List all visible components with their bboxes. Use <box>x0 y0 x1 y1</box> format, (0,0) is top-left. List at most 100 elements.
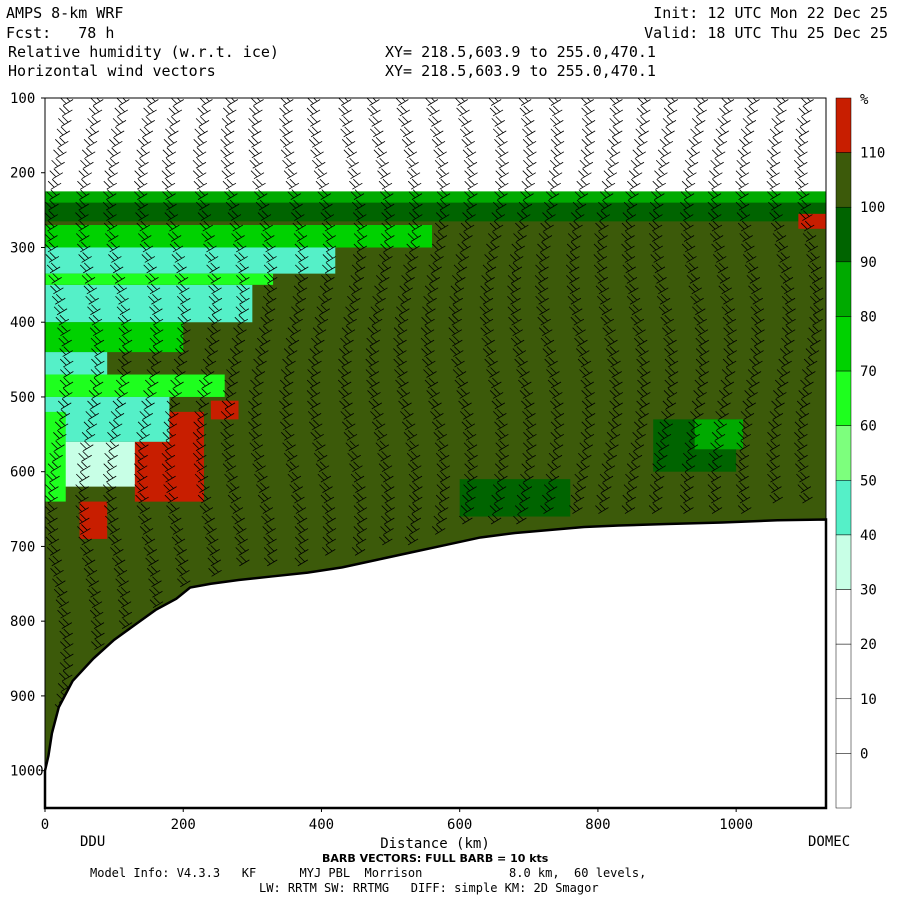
colorbar-level-label: 80 <box>860 309 877 325</box>
colorbar-swatch <box>835 698 852 754</box>
x-tick-label: 200 <box>171 817 196 833</box>
wind-barb-column <box>420 98 451 535</box>
plot-frame <box>44 97 827 809</box>
wind-barb-column <box>102 98 133 629</box>
colorbar-swatch <box>835 97 852 153</box>
wind-barb-column <box>479 98 509 525</box>
colorbar-swatch <box>835 152 852 208</box>
colorbar-level-label: 30 <box>860 583 877 599</box>
colorbar-swatch <box>835 370 852 426</box>
colorbar-level-label: 60 <box>860 419 877 435</box>
y-tick-label: 700 <box>10 539 35 555</box>
rh-region-100-110 <box>45 213 826 771</box>
colorbar-unit: % <box>860 92 869 108</box>
colorbar-swatch <box>835 261 852 317</box>
colorbar-swatch <box>835 589 852 645</box>
rh-region-60-70 <box>45 273 274 285</box>
rh-field <box>45 191 826 771</box>
rh-region-110+ <box>798 213 826 229</box>
y-tick-label: 500 <box>10 390 35 406</box>
rh-region-40-50 <box>45 247 336 274</box>
colorbar-swatch <box>835 425 852 481</box>
wind-barb-column <box>306 98 337 556</box>
wind-barb-column <box>679 98 710 514</box>
left-endpoint-label: DDU <box>80 834 105 850</box>
colorbar: 0 10 20 30 40 50 60 70 80 90 100 110 <box>835 97 885 809</box>
y-tick-label: 900 <box>10 689 35 705</box>
y-tick-label: 400 <box>10 315 35 331</box>
rh-region-60-70 <box>45 374 225 397</box>
cross-section-endpoints-1: XY= 218.5,603.9 to 255.0,470.1 <box>385 43 656 61</box>
colorbar-level-label: 90 <box>860 255 877 271</box>
wind-barb-column <box>161 98 192 588</box>
colorbar-swatch <box>835 316 852 372</box>
wind-barb-column <box>365 98 395 546</box>
colorbar-swatch <box>835 534 852 590</box>
x-axis: 0 200 400 600 800 1000 <box>41 808 753 833</box>
y-tick-label: 100 <box>10 91 35 107</box>
colorbar-level-label: 20 <box>860 637 877 653</box>
x-tick-label: 1000 <box>719 817 753 833</box>
terrain-profile <box>43 518 828 810</box>
x-tick-label: 800 <box>585 817 610 833</box>
wind-barb-column <box>793 98 824 504</box>
rh-region-40-50 <box>45 284 253 323</box>
right-endpoint-label: DOMEC <box>808 834 850 850</box>
wind-barb-column <box>133 98 164 609</box>
rh-region-40-50 <box>45 352 108 375</box>
wind-barb-column <box>593 98 624 514</box>
rh-region-60-70 <box>45 411 66 502</box>
field-label-wind: Horizontal wind vectors <box>8 62 216 80</box>
y-tick-label: 800 <box>10 614 35 630</box>
wind-barb-column <box>621 98 651 514</box>
wind-barb-column <box>735 98 765 514</box>
forecast-hour: Fcst: 78 h <box>6 24 115 42</box>
colorbar-swatch <box>835 643 852 700</box>
wind-barb-column <box>565 98 596 514</box>
rh-region-30-40 <box>58 441 142 487</box>
colorbar-level-label: 50 <box>860 473 877 489</box>
rh-region-90-100 <box>459 479 571 517</box>
valid-time: Valid: 18 UTC Thu 25 Dec 25 <box>644 24 888 42</box>
colorbar-level-label: 100 <box>860 200 885 216</box>
colorbar-level-label: 0 <box>860 746 868 762</box>
y-tick-label: 1000 <box>10 764 44 780</box>
y-tick-label: 300 <box>10 240 35 256</box>
barb-note: BARB VECTORS: FULL BARB = 10 kts <box>322 852 549 865</box>
wind-barb-column <box>507 98 537 525</box>
wind-barb-column <box>45 98 74 713</box>
wind-barb-column <box>648 98 679 514</box>
rh-region-70-80 <box>45 322 184 353</box>
y-tick-label: 600 <box>10 465 35 481</box>
colorbar-swatch <box>835 206 852 263</box>
wind-barb-column <box>75 98 105 650</box>
wind-barb-column <box>766 98 796 504</box>
x-tick-label: 400 <box>309 817 334 833</box>
wind-barb-column <box>220 98 250 567</box>
cross-section-endpoints-2: XY= 218.5,603.9 to 255.0,470.1 <box>385 62 656 80</box>
wind-barb-column <box>534 98 565 514</box>
wind-barb-column <box>707 98 738 514</box>
colorbar-swatch <box>835 753 852 809</box>
wind-barbs <box>45 98 824 713</box>
rh-region-70-80 <box>45 225 433 248</box>
y-axis: 100 200 300 400 500 600 700 800 900 1000 <box>10 91 45 780</box>
x-axis-label: Distance (km) <box>380 836 490 852</box>
wind-barb-column <box>337 98 368 556</box>
x-tick-label: 0 <box>41 817 49 833</box>
chart-title: AMPS 8-km WRF <box>6 4 124 22</box>
colorbar-level-label: 40 <box>860 528 877 544</box>
field-label-rh: Relative humidity (w.r.t. ice) <box>8 43 279 61</box>
colorbar-level-label: 70 <box>860 364 877 380</box>
wind-barb-column <box>279 98 309 567</box>
rh-region-80-90 <box>694 419 744 450</box>
y-tick-label: 200 <box>10 166 35 182</box>
wind-barb-column <box>393 98 423 546</box>
rh-region-90-100 <box>45 202 826 222</box>
model-info: Model Info: V4.3.3 KF MYJ PBL Morrison 8… <box>90 866 647 880</box>
colorbar-swatch <box>835 480 852 536</box>
init-time: Init: 12 UTC Mon 22 Dec 25 <box>653 4 888 22</box>
wind-barb-column <box>448 98 478 525</box>
colorbar-level-label: 110 <box>860 146 885 162</box>
